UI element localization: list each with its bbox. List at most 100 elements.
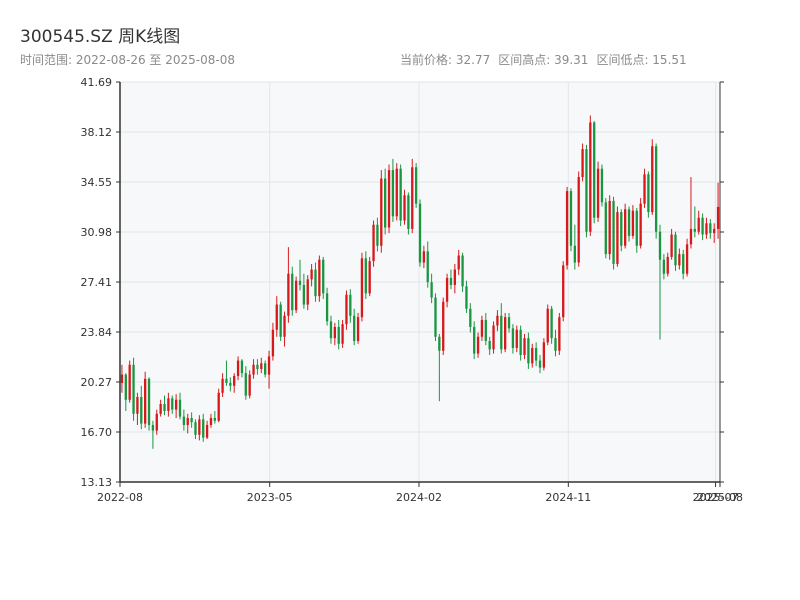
candle-body — [507, 317, 511, 329]
candle-body — [132, 364, 135, 414]
x-tick-label: 2022-08 — [97, 491, 143, 504]
candle-body — [589, 122, 592, 232]
candle-body — [713, 228, 716, 234]
candle-body — [457, 255, 460, 270]
candle-body — [442, 301, 445, 351]
candle-body — [345, 294, 348, 325]
candle-body — [496, 315, 499, 326]
candle-body — [647, 174, 650, 213]
candle-body — [562, 265, 565, 318]
candle-body — [701, 217, 704, 235]
candle-body — [550, 308, 553, 339]
candle-body — [538, 360, 542, 368]
candle — [252, 359, 255, 379]
candle-body — [256, 364, 259, 369]
candle — [457, 249, 460, 276]
candle — [612, 196, 615, 270]
candle — [364, 251, 367, 299]
candle — [182, 409, 186, 431]
candle — [511, 324, 515, 354]
candle-body — [190, 417, 193, 423]
candle — [531, 343, 534, 368]
candle — [167, 392, 170, 417]
candle-body — [283, 315, 286, 337]
candle-body — [360, 258, 364, 318]
range-high-label: 区间高点: 39.31 — [498, 53, 589, 67]
candle-body — [124, 374, 127, 400]
candle-body — [248, 374, 251, 396]
candle — [534, 342, 538, 367]
candle — [264, 360, 267, 378]
candle — [449, 269, 453, 290]
candle — [538, 354, 542, 374]
candle — [689, 177, 693, 249]
candle-body — [689, 228, 693, 245]
x-tick-label: 2025-08 — [697, 491, 743, 504]
candle — [488, 336, 491, 355]
candle — [306, 275, 309, 311]
candle-body — [322, 259, 325, 294]
candle-body — [171, 398, 174, 410]
candle-body — [178, 399, 182, 417]
candle-body — [515, 329, 518, 348]
candle — [353, 308, 356, 346]
candle — [542, 338, 546, 371]
candle — [260, 357, 263, 374]
candle — [453, 263, 456, 294]
candle-body — [585, 149, 588, 232]
candle — [136, 392, 139, 425]
candle — [202, 413, 205, 442]
y-tick-label: 34.55 — [81, 176, 113, 189]
y-tick-label: 30.98 — [81, 226, 113, 239]
candle — [194, 419, 197, 440]
candle-body — [542, 342, 546, 368]
candle-body — [682, 254, 685, 274]
candle-body — [461, 255, 464, 287]
candle — [662, 254, 666, 280]
y-tick-label: 27.41 — [81, 276, 113, 289]
candle — [384, 168, 387, 235]
candle — [318, 255, 321, 302]
candle-body — [480, 319, 484, 337]
candle-body — [233, 375, 236, 386]
candle-body — [384, 178, 387, 228]
candle — [674, 231, 677, 271]
candle-body — [306, 279, 309, 305]
candle-body — [314, 269, 317, 297]
candle-body — [310, 269, 313, 280]
candle — [654, 143, 658, 239]
candle — [589, 115, 592, 236]
candle-body — [658, 231, 662, 260]
candle-body — [120, 374, 124, 383]
candle — [577, 171, 580, 267]
candle — [190, 412, 193, 428]
candle-body — [380, 178, 383, 246]
candle-body — [476, 336, 480, 354]
y-tick-label: 20.27 — [81, 376, 113, 389]
candle-body — [279, 304, 282, 337]
candle-body — [565, 191, 569, 266]
candle — [356, 312, 360, 344]
candle-body — [205, 424, 209, 438]
candle — [225, 360, 228, 386]
candle — [298, 259, 302, 291]
candle-body — [643, 174, 646, 204]
candle-body — [182, 416, 186, 425]
page-title: 300545.SZ 周K线图 — [20, 27, 181, 47]
candle-body — [155, 413, 158, 431]
candle-body — [411, 167, 414, 229]
candle — [407, 192, 410, 235]
candle — [380, 170, 383, 253]
candle-body — [678, 254, 681, 266]
candle-body — [593, 122, 596, 218]
candle — [422, 245, 426, 269]
candle-body — [449, 277, 453, 285]
candle-body — [217, 392, 220, 421]
candle — [581, 143, 584, 182]
candle — [341, 319, 344, 348]
candle-body — [670, 234, 673, 257]
candle-body — [198, 419, 201, 435]
candle — [527, 332, 530, 369]
candle — [693, 206, 696, 238]
candle — [507, 312, 511, 333]
